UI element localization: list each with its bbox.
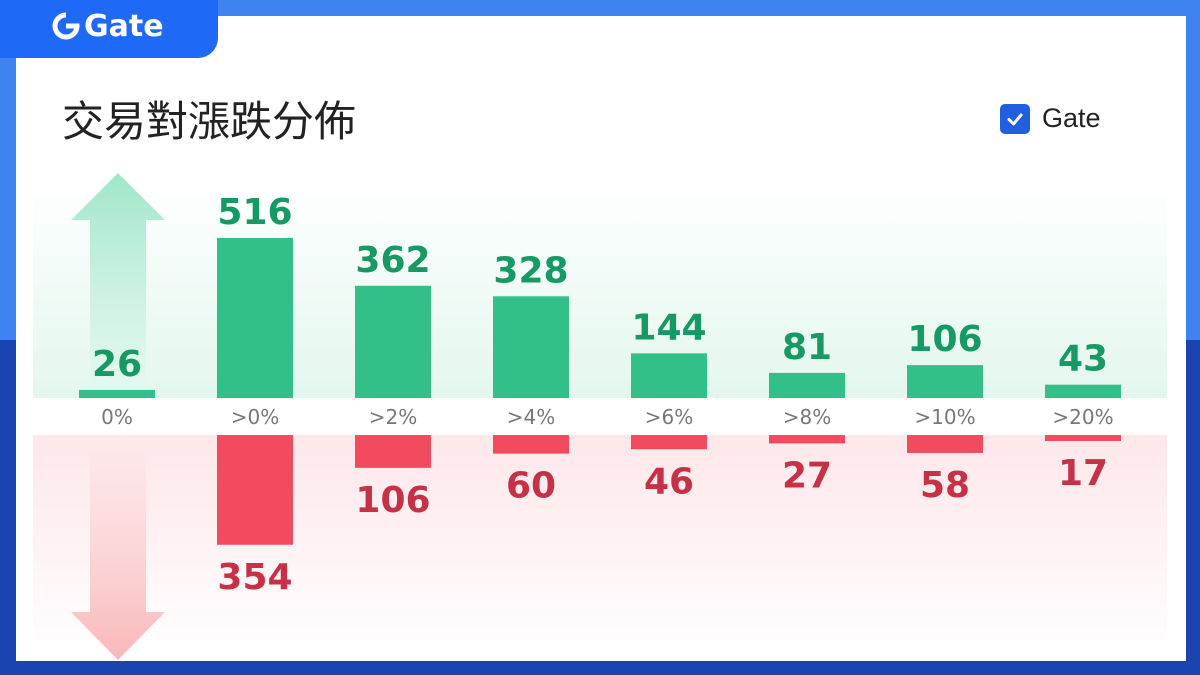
up-bar <box>907 365 983 398</box>
category-tick-label: >8% <box>783 405 832 429</box>
gate-logo[interactable]: Gate <box>52 8 164 44</box>
down-bar <box>355 435 431 468</box>
down-bar <box>907 435 983 453</box>
up-bar <box>769 372 845 398</box>
category-tick-label: >20% <box>1052 405 1113 429</box>
up-arrow-icon <box>71 173 165 390</box>
down-value-label: 17 <box>1058 453 1108 494</box>
down-bar <box>769 435 845 444</box>
up-bar <box>355 285 431 398</box>
up-bar <box>493 296 569 398</box>
down-bar <box>1045 435 1121 441</box>
legend[interactable]: Gate <box>1000 103 1101 134</box>
up-bar <box>79 389 155 398</box>
up-bar <box>631 353 707 398</box>
down-value-label: 106 <box>355 480 430 521</box>
up-bar <box>217 238 293 398</box>
up-value-label: 516 <box>217 192 292 233</box>
down-value-label: 58 <box>920 465 970 506</box>
down-bar <box>493 435 569 454</box>
category-tick-label: 0% <box>101 405 133 429</box>
down-arrow-icon <box>71 445 165 660</box>
category-tick-label: >2% <box>369 405 418 429</box>
down-value-label: 46 <box>644 461 694 502</box>
up-value-label: 26 <box>92 344 142 385</box>
category-tick-label: >6% <box>645 405 694 429</box>
category-tick-label: >10% <box>914 405 975 429</box>
logo-tab: Gate <box>0 0 218 58</box>
down-value-label: 60 <box>506 466 556 507</box>
down-value-label: 27 <box>782 455 832 496</box>
down-bar <box>631 435 707 450</box>
up-zone <box>33 195 1167 398</box>
legend-checkbox[interactable] <box>1000 103 1030 134</box>
check-icon <box>1007 113 1023 125</box>
logo-text: Gate <box>84 8 164 44</box>
up-value-label: 362 <box>355 240 430 281</box>
up-value-label: 43 <box>1058 339 1108 380</box>
gate-logo-icon <box>52 12 80 40</box>
category-tick-label: >0% <box>231 405 280 429</box>
down-value-label: 354 <box>217 557 292 598</box>
down-zone <box>33 435 1167 641</box>
up-bar <box>1045 384 1121 398</box>
up-value-label: 144 <box>631 307 706 348</box>
page-title: 交易對漲跌分佈 <box>62 97 357 146</box>
category-tick-label: >4% <box>507 405 556 429</box>
up-value-label: 106 <box>907 319 982 360</box>
down-bar <box>217 435 293 545</box>
up-value-label: 328 <box>493 250 568 291</box>
up-value-label: 81 <box>782 327 832 368</box>
legend-label: Gate <box>1042 103 1101 133</box>
